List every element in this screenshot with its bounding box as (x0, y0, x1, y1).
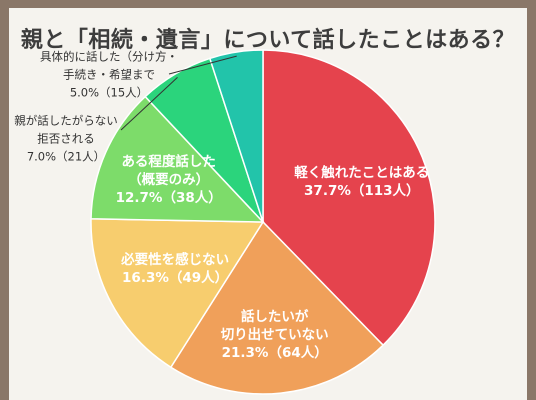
slice-label-4-line-2: 7.0%（21人） (27, 150, 105, 164)
pie-slice-2 (90, 217, 265, 369)
slice-label-5-line-2: 5.0%（15人） (70, 86, 148, 100)
slice-label-2-line-1: 16.3%（49人） (122, 270, 228, 286)
slice-label-0-line-0: 軽く触れたことはある (294, 164, 429, 181)
leader-lines (120, 55, 237, 131)
slice-label-4-line-0: 親が話したがらない (14, 114, 118, 128)
slice-label-5-line-1: 手続き・希望まで (63, 68, 155, 82)
pie-slice-5 (208, 49, 264, 223)
slice-label-3-line-0: ある程度話した (121, 153, 216, 170)
slice-label-1-line-0: 話したいが (241, 308, 309, 325)
slice-label-2-line-0: 必要性を感じない (120, 251, 229, 268)
slice-label-1-line-1: 切り出せていない (221, 326, 329, 343)
pie-slice-0 (262, 49, 436, 347)
leader-line-5 (168, 55, 237, 75)
pie-slice-3 (90, 95, 265, 223)
slice-label-3-line-1: （概要のみ） (128, 171, 209, 188)
leader-line-4 (120, 77, 178, 131)
slice-label-0-line-1: 37.7%（113人） (304, 183, 420, 199)
chart-title: 親と「相続・遺言」について話したことはある？ (20, 28, 516, 53)
pie-slice-1 (169, 220, 385, 395)
pie-slices (90, 49, 436, 395)
slice-label-5-line-0: 具体的に話した（分け方・ (40, 50, 178, 64)
slice-label-4-line-1: 拒否される (37, 132, 95, 146)
chart-frame: 親と「相続・遺言」について話したことはある？ 軽く触れたことはある 37.7%（1… (9, 8, 527, 400)
slice-label-1-line-2: 21.3%（64人） (222, 345, 328, 361)
slice-label-3-line-2: 12.7%（38人） (116, 190, 222, 206)
